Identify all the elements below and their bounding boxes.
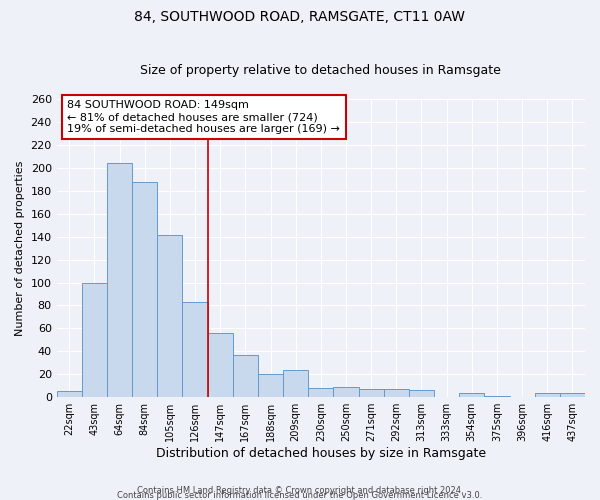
Bar bbox=[308, 388, 334, 397]
Bar bbox=[132, 182, 157, 397]
Y-axis label: Number of detached properties: Number of detached properties bbox=[15, 160, 25, 336]
Text: 84, SOUTHWOOD ROAD, RAMSGATE, CT11 0AW: 84, SOUTHWOOD ROAD, RAMSGATE, CT11 0AW bbox=[134, 10, 466, 24]
Bar bbox=[283, 370, 308, 397]
Bar bbox=[233, 355, 258, 397]
Bar bbox=[157, 236, 182, 397]
Bar bbox=[409, 390, 434, 397]
Bar bbox=[535, 392, 560, 397]
Bar bbox=[560, 392, 585, 397]
Bar bbox=[384, 389, 409, 397]
Text: 84 SOUTHWOOD ROAD: 149sqm
← 81% of detached houses are smaller (724)
19% of semi: 84 SOUTHWOOD ROAD: 149sqm ← 81% of detac… bbox=[67, 100, 340, 134]
Bar bbox=[182, 302, 208, 397]
Text: Contains public sector information licensed under the Open Government Licence v3: Contains public sector information licen… bbox=[118, 490, 482, 500]
Bar bbox=[107, 163, 132, 397]
Bar bbox=[334, 387, 359, 397]
Bar bbox=[459, 392, 484, 397]
Bar bbox=[359, 389, 384, 397]
Title: Size of property relative to detached houses in Ramsgate: Size of property relative to detached ho… bbox=[140, 64, 501, 77]
Text: Contains HM Land Registry data © Crown copyright and database right 2024.: Contains HM Land Registry data © Crown c… bbox=[137, 486, 463, 495]
Bar bbox=[56, 392, 82, 397]
X-axis label: Distribution of detached houses by size in Ramsgate: Distribution of detached houses by size … bbox=[156, 447, 486, 460]
Bar bbox=[208, 333, 233, 397]
Bar bbox=[484, 396, 509, 397]
Bar bbox=[258, 374, 283, 397]
Bar bbox=[82, 282, 107, 397]
